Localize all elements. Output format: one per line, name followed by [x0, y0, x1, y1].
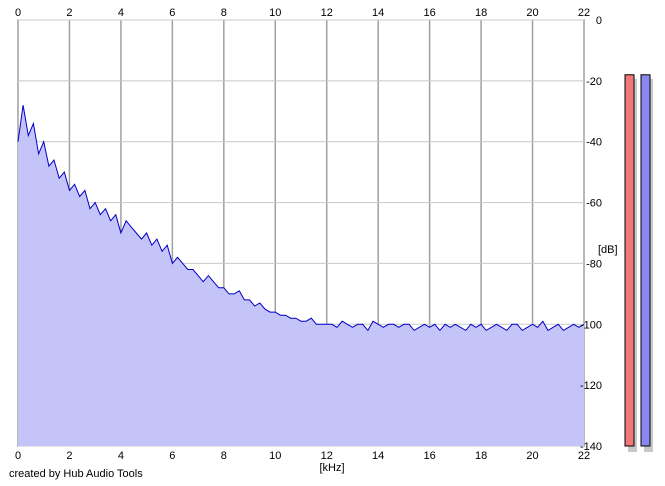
- y-tick-6: -120: [580, 380, 602, 392]
- y-tick-5: -100: [580, 319, 602, 331]
- x-tick-bottom-3: 6: [169, 450, 175, 462]
- y-tick-7: -140: [580, 441, 602, 453]
- spectrum-fill: [18, 105, 584, 446]
- x-tick-labels-top: 0 2 4 6 8 10 12 14 16 18 20 22: [15, 7, 590, 19]
- x-tick-bottom-2: 4: [118, 450, 124, 462]
- x-tick-top-1: 2: [66, 7, 72, 19]
- level-meter-right: [640, 74, 651, 447]
- y-tick-labels: 0 -20 -40 -60 -80 -100 -120 -140: [580, 15, 602, 453]
- y-tick-4: -80: [586, 258, 602, 270]
- y-tick-0: 0: [596, 15, 602, 27]
- x-tick-top-11: 22: [578, 7, 590, 19]
- x-tick-top-2: 4: [118, 7, 124, 19]
- x-tick-bottom-1: 2: [66, 450, 72, 462]
- x-tick-bottom-4: 8: [221, 450, 227, 462]
- x-tick-top-0: 0: [15, 7, 21, 19]
- x-axis-label: [kHz]: [319, 462, 344, 474]
- spectrum-area: [17, 105, 585, 446]
- x-tick-bottom-6: 12: [321, 450, 333, 462]
- x-tick-top-10: 20: [526, 7, 538, 19]
- x-tick-top-3: 6: [169, 7, 175, 19]
- x-tick-top-7: 14: [372, 7, 384, 19]
- x-tick-bottom-8: 16: [424, 450, 436, 462]
- footer-credit: created by Hub Audio Tools: [9, 468, 143, 480]
- x-tick-top-6: 12: [321, 7, 333, 19]
- x-tick-labels-bottom: 0 2 4 6 8 10 12 14 16 18 20 22: [15, 450, 590, 462]
- x-tick-top-8: 16: [424, 7, 436, 19]
- y-axis-label: [dB]: [598, 244, 618, 256]
- x-tick-bottom-10: 20: [526, 450, 538, 462]
- x-tick-bottom-0: 0: [15, 450, 21, 462]
- x-tick-bottom-9: 18: [475, 450, 487, 462]
- level-meter-left: [624, 74, 635, 447]
- x-tick-bottom-5: 10: [269, 450, 281, 462]
- level-meters: [624, 74, 653, 453]
- y-tick-1: -20: [586, 76, 602, 88]
- x-tick-top-4: 8: [221, 7, 227, 19]
- x-tick-top-5: 10: [269, 7, 281, 19]
- y-tick-3: -60: [586, 198, 602, 210]
- x-tick-bottom-7: 14: [372, 450, 384, 462]
- x-tick-bottom-11: 22: [578, 450, 590, 462]
- spectrum-line: [17, 105, 585, 332]
- x-tick-top-9: 18: [475, 7, 487, 19]
- y-tick-2: -40: [586, 137, 602, 149]
